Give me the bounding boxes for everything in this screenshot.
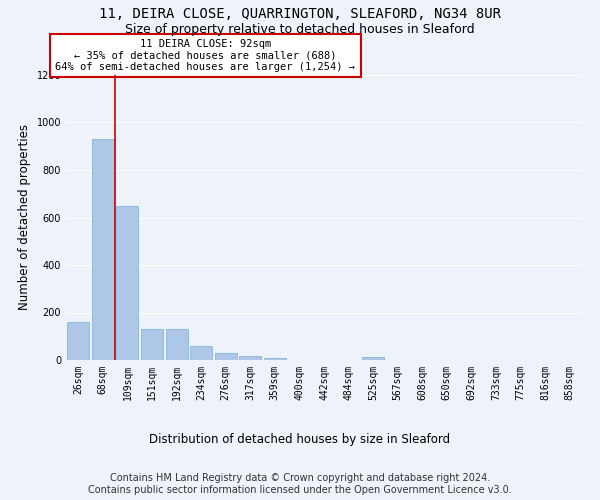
Bar	[166, 329, 188, 360]
Bar	[239, 356, 262, 360]
Bar	[67, 322, 89, 360]
Text: Contains HM Land Registry data © Crown copyright and database right 2024.
Contai: Contains HM Land Registry data © Crown c…	[88, 474, 512, 495]
Text: 11 DEIRA CLOSE: 92sqm
← 35% of detached houses are smaller (688)
64% of semi-det: 11 DEIRA CLOSE: 92sqm ← 35% of detached …	[55, 39, 355, 72]
Bar	[215, 353, 237, 360]
Y-axis label: Number of detached properties: Number of detached properties	[18, 124, 31, 310]
Bar	[116, 206, 139, 360]
Text: Distribution of detached houses by size in Sleaford: Distribution of detached houses by size …	[149, 432, 451, 446]
Bar	[190, 346, 212, 360]
Text: 11, DEIRA CLOSE, QUARRINGTON, SLEAFORD, NG34 8UR: 11, DEIRA CLOSE, QUARRINGTON, SLEAFORD, …	[99, 8, 501, 22]
Bar	[362, 357, 384, 360]
Text: Size of property relative to detached houses in Sleaford: Size of property relative to detached ho…	[125, 22, 475, 36]
Bar	[264, 358, 286, 360]
Bar	[141, 329, 163, 360]
Bar	[92, 139, 114, 360]
